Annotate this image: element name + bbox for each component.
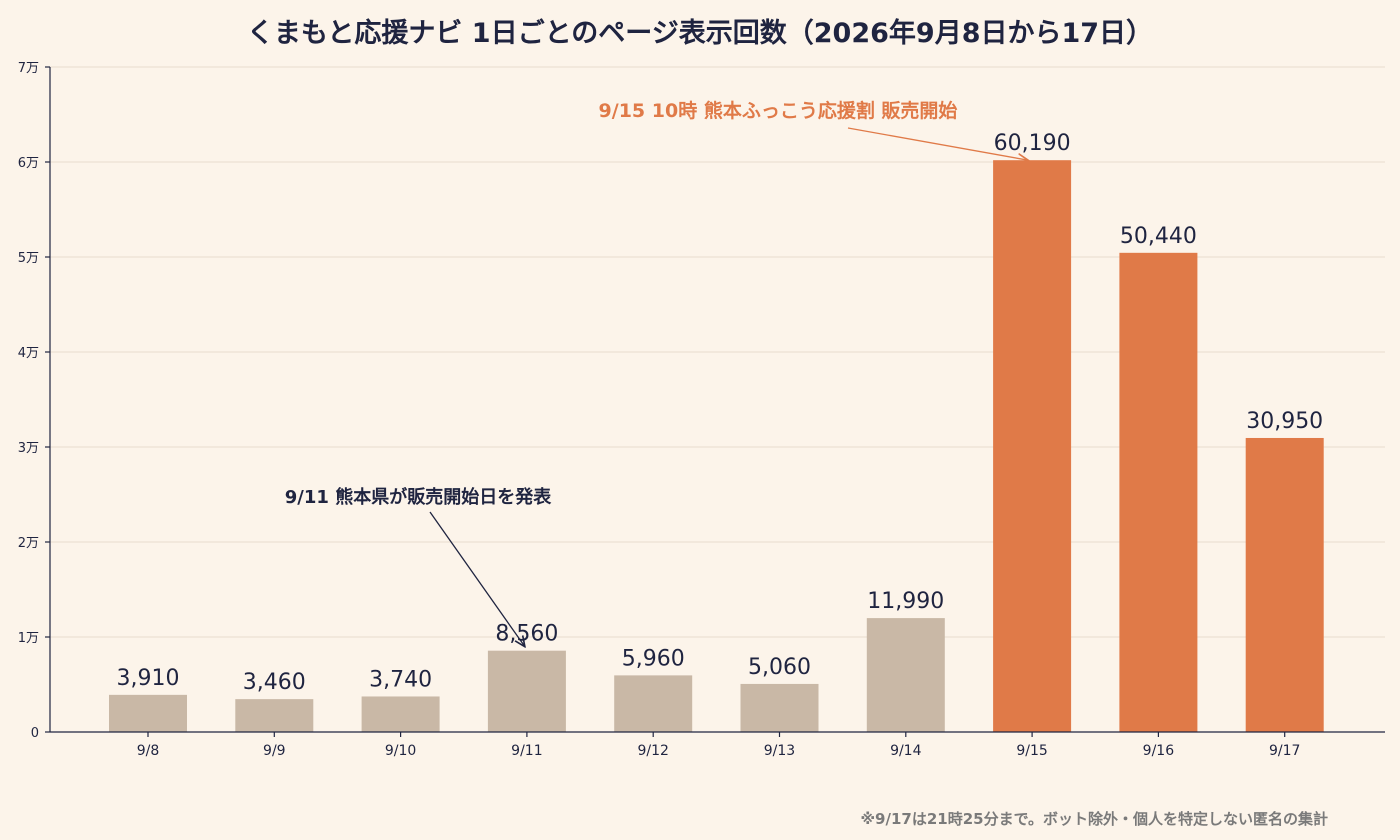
x-tick-label: 9/9 <box>263 743 286 759</box>
value-label: 3,740 <box>369 667 432 692</box>
value-label: 8,560 <box>495 622 558 647</box>
annotation-arrow <box>847 127 1028 160</box>
bar-9-8 <box>109 694 187 732</box>
y-tick-label: 7万 <box>18 61 39 76</box>
bars <box>109 160 1324 732</box>
x-tick-label: 9/16 <box>1143 743 1175 759</box>
bar-9-17 <box>1245 437 1324 732</box>
bar-9-10 <box>361 696 440 732</box>
value-label: 5,960 <box>622 646 685 671</box>
y-tick-label: 1万 <box>18 631 39 646</box>
y-tick-label: 6万 <box>18 156 39 171</box>
bar-9-15 <box>993 160 1072 732</box>
x-tick-label: 9/14 <box>890 743 922 759</box>
x-tick-label: 9/15 <box>1016 743 1047 759</box>
value-label: 30,950 <box>1246 409 1323 434</box>
y-tick-label: 0 <box>31 726 39 741</box>
y-tick-label: 4万 <box>18 346 39 361</box>
x-axis: 9/8 9/9 9/10 9/11 9/12 9/13 9/14 9/15 9/16 9/17 <box>50 731 1385 759</box>
y-tick-label: 3万 <box>18 441 39 456</box>
value-label: 3,910 <box>117 666 180 691</box>
x-tick-label: 9/13 <box>764 743 795 759</box>
annotations: 9/11 熊本県が販売開始日を発表 9/15 10時 熊本ふっこう応援割 販売開始 <box>285 99 1028 647</box>
bar-9-11 <box>487 650 566 732</box>
x-tick-label: 9/12 <box>637 743 668 759</box>
annotation-announcement: 9/11 熊本県が販売開始日を発表 <box>285 486 552 508</box>
bar-9-9 <box>235 699 314 732</box>
y-tick-label: 5万 <box>18 251 39 266</box>
x-tick-label: 9/11 <box>511 743 542 759</box>
chart-title: くまもと応援ナビ 1日ごとのページ表示回数（2026年9月8日から17日） <box>247 17 1153 49</box>
bar-9-14 <box>866 618 945 732</box>
bar-9-12 <box>614 675 693 732</box>
annotation-sale-start: 9/15 10時 熊本ふっこう応援割 販売開始 <box>599 99 958 122</box>
annotation-arrow <box>429 511 525 647</box>
x-tick-label: 9/17 <box>1269 743 1300 759</box>
y-axis: 0 1万 2万 3万 4万 5万 6万 7万 <box>18 61 51 741</box>
value-label: 3,460 <box>243 670 306 695</box>
value-label: 5,060 <box>748 655 811 680</box>
value-label: 11,990 <box>867 589 944 614</box>
y-tick-label: 2万 <box>18 536 39 551</box>
value-label: 50,440 <box>1120 224 1197 249</box>
bar-9-13 <box>740 683 819 732</box>
footnote: ※9/17は21時25分まで。ボット除外・個人を特定しない匿名の集計 <box>860 810 1328 828</box>
value-labels: 3,910 3,460 3,740 8,560 5,960 5,060 11,990 60,1… <box>117 131 1324 695</box>
gridlines <box>50 66 1385 638</box>
value-label: 60,190 <box>994 131 1071 156</box>
x-tick-label: 9/10 <box>385 743 416 759</box>
x-tick-label: 9/8 <box>137 743 160 759</box>
bar-9-16 <box>1119 252 1198 732</box>
